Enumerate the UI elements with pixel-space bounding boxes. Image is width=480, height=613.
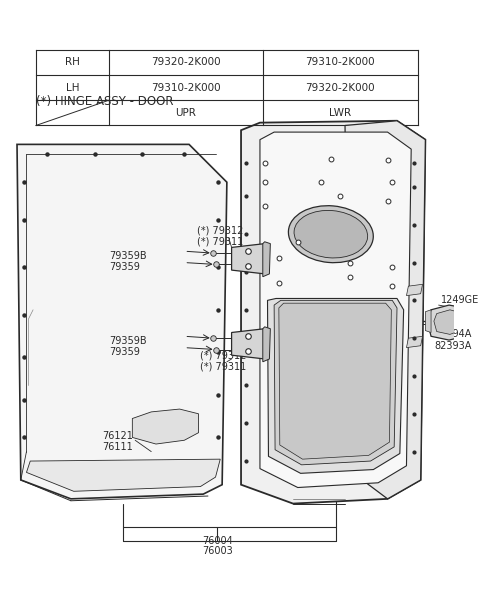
Polygon shape [427,305,468,340]
Text: 76004: 76004 [202,536,233,546]
Text: 82393A: 82393A [435,341,472,351]
Text: (*) 79311: (*) 79311 [197,237,243,247]
Text: 79359B: 79359B [108,251,146,261]
Text: 82394A: 82394A [435,329,472,340]
Polygon shape [425,310,431,332]
Text: LH: LH [66,83,79,93]
Polygon shape [132,409,199,444]
Text: 79310-2K000: 79310-2K000 [151,83,220,93]
Polygon shape [434,310,462,334]
Polygon shape [407,284,422,295]
Text: 76111: 76111 [102,442,133,452]
Text: (*) 79311: (*) 79311 [200,362,247,371]
Text: UPR: UPR [175,108,196,118]
Text: 79320-2K000: 79320-2K000 [151,58,220,67]
Polygon shape [407,337,422,348]
Polygon shape [260,132,411,487]
Text: 76003: 76003 [202,546,233,556]
Text: 79359: 79359 [108,348,140,357]
Text: (*) HINGE ASSY - DOOR: (*) HINGE ASSY - DOOR [36,96,173,109]
Polygon shape [274,300,397,465]
Ellipse shape [288,206,373,263]
Polygon shape [231,329,266,359]
Text: 79359: 79359 [108,262,140,272]
Text: LWR: LWR [329,108,351,118]
Text: 79359B: 79359B [108,336,146,346]
Text: 1249GE: 1249GE [441,295,479,305]
Text: RH: RH [65,58,80,67]
Polygon shape [279,303,391,459]
Text: 76121: 76121 [102,430,133,441]
Polygon shape [263,242,270,276]
Polygon shape [241,121,425,504]
Polygon shape [26,459,220,491]
Polygon shape [231,243,266,274]
Polygon shape [263,327,270,362]
Polygon shape [345,121,425,499]
Text: (*) 79312: (*) 79312 [197,226,243,235]
Text: 79320-2K000: 79320-2K000 [305,83,375,93]
Ellipse shape [294,210,368,258]
Text: (*) 79312: (*) 79312 [200,350,247,360]
Text: 79310-2K000: 79310-2K000 [305,58,375,67]
Polygon shape [267,299,404,473]
Polygon shape [17,145,227,499]
